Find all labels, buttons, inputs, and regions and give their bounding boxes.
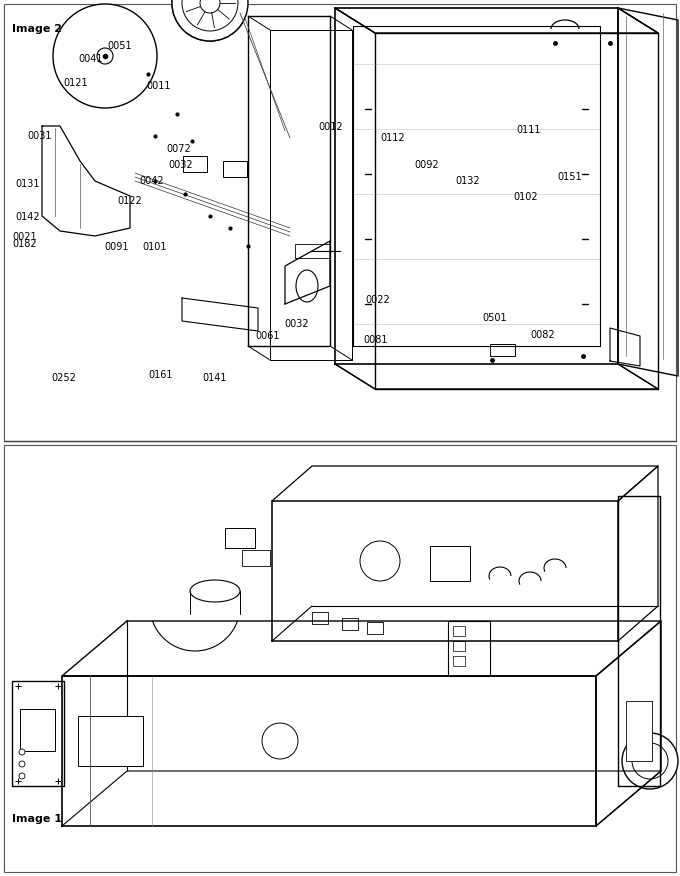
Bar (295, 244, 330, 258)
Text: 0122: 0122 (117, 196, 141, 207)
Text: 0161: 0161 (148, 370, 173, 380)
Text: 0101: 0101 (143, 242, 167, 252)
Circle shape (632, 743, 668, 779)
Text: 0132: 0132 (456, 176, 480, 187)
Bar (20, 709, 55, 751)
Text: 0011: 0011 (146, 81, 171, 91)
Bar (448, 621, 490, 676)
Text: 0091: 0091 (104, 242, 129, 252)
Bar (342, 618, 358, 630)
Circle shape (53, 4, 157, 108)
Circle shape (262, 723, 298, 759)
Bar (490, 344, 515, 356)
Ellipse shape (190, 580, 240, 602)
Text: 0022: 0022 (366, 294, 390, 305)
Circle shape (622, 733, 678, 789)
Text: 0131: 0131 (15, 179, 39, 189)
Text: 0102: 0102 (513, 192, 538, 202)
Bar (4, 4, 676, 441)
Circle shape (360, 541, 400, 581)
Circle shape (97, 48, 113, 64)
Text: 0051: 0051 (107, 41, 132, 52)
Text: Image 1: Image 1 (12, 814, 63, 824)
Bar (453, 641, 465, 651)
Text: 0082: 0082 (530, 329, 555, 340)
Bar (312, 612, 328, 624)
Text: 0031: 0031 (27, 131, 52, 141)
Text: 0032: 0032 (284, 319, 309, 329)
Bar (4, 445, 676, 872)
Text: 0021: 0021 (12, 231, 37, 242)
Text: 0151: 0151 (558, 172, 582, 182)
Text: 0061: 0061 (255, 330, 279, 341)
Text: 0081: 0081 (364, 335, 388, 345)
Bar (183, 156, 207, 172)
Circle shape (182, 0, 238, 31)
Text: 0112: 0112 (381, 132, 405, 143)
Text: 0141: 0141 (203, 373, 227, 384)
Text: 0111: 0111 (517, 124, 541, 135)
Bar (453, 626, 465, 636)
Text: 0092: 0092 (415, 159, 439, 170)
Circle shape (19, 761, 25, 767)
Text: 0042: 0042 (139, 176, 164, 187)
Ellipse shape (296, 270, 318, 302)
Text: Image 2: Image 2 (12, 24, 63, 34)
Circle shape (172, 0, 248, 41)
Text: 0012: 0012 (318, 122, 343, 132)
Text: 0142: 0142 (15, 212, 39, 223)
Circle shape (19, 773, 25, 779)
Bar (453, 656, 465, 666)
Circle shape (19, 749, 25, 755)
Text: 0032: 0032 (169, 159, 193, 170)
Bar (626, 701, 652, 761)
Bar (242, 550, 270, 566)
Bar (223, 161, 247, 177)
Bar (367, 622, 383, 634)
Bar (430, 546, 470, 581)
Circle shape (200, 0, 220, 13)
Text: 0121: 0121 (63, 78, 88, 88)
Text: 0041: 0041 (78, 53, 103, 64)
Text: 0501: 0501 (483, 313, 507, 323)
Text: 0182: 0182 (12, 238, 37, 249)
Text: 0252: 0252 (51, 373, 76, 384)
Text: 0072: 0072 (167, 144, 191, 154)
Bar (78, 716, 143, 766)
Bar (225, 528, 255, 548)
